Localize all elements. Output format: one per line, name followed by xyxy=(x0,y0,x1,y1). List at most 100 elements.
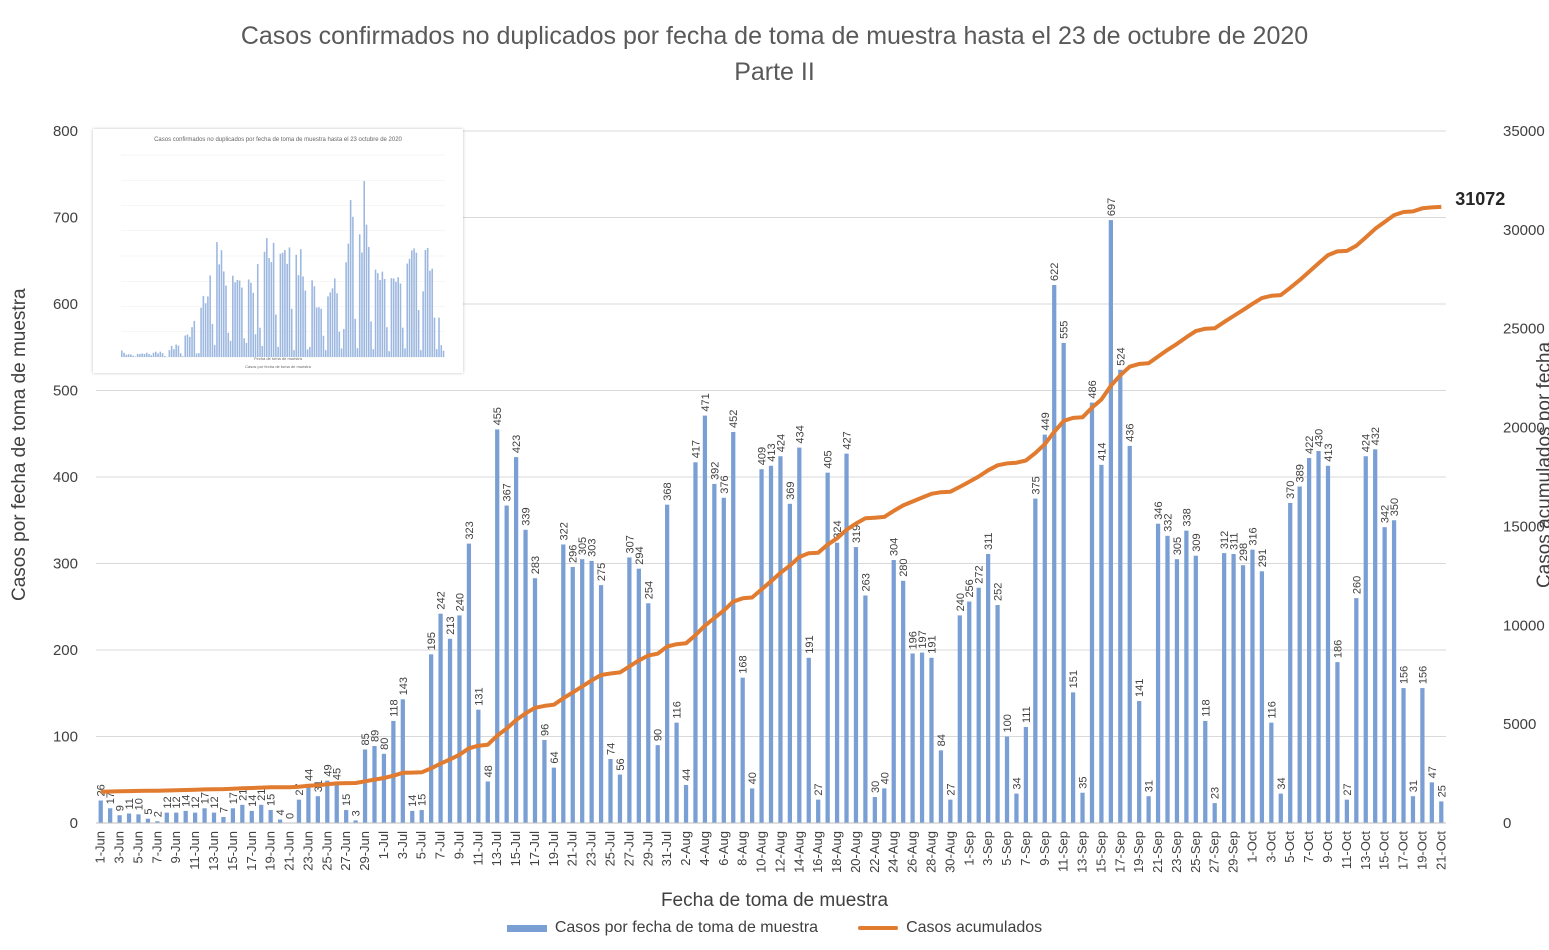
x-tick-label: 27-Sep xyxy=(1207,831,1222,873)
bar xyxy=(1099,464,1104,823)
bar-data-label: 305 xyxy=(577,537,589,555)
bar-data-label: 423 xyxy=(511,435,523,453)
bar xyxy=(665,504,670,823)
bar xyxy=(816,799,821,823)
x-tick-label: 10-Aug xyxy=(754,831,769,873)
x-tick-label: 13-Jul xyxy=(489,831,504,867)
bar xyxy=(381,753,387,823)
thumbnail-bar xyxy=(277,346,279,357)
x-tick-label: 9-Jul xyxy=(451,831,466,859)
bar-data-label: 27 xyxy=(813,783,825,795)
thumbnail-bar xyxy=(367,246,370,357)
x-tick-label: 9-Oct xyxy=(1320,831,1335,863)
bar-data-label: 9 xyxy=(115,805,127,811)
bar xyxy=(1250,549,1255,823)
thumbnail-bar xyxy=(186,334,189,357)
bar xyxy=(967,601,972,823)
bar xyxy=(1420,688,1425,823)
x-tick-label: 7-Jun xyxy=(149,831,164,864)
bar xyxy=(1155,523,1161,823)
bar xyxy=(1023,726,1029,823)
bar xyxy=(731,432,736,823)
bar xyxy=(1382,527,1387,823)
x-tick-label: 27-Jun xyxy=(338,831,353,871)
bar xyxy=(306,784,311,823)
bar xyxy=(693,462,698,823)
bar-data-label: 156 xyxy=(1399,666,1411,684)
bar xyxy=(976,587,981,823)
x-tick-label: 15-Jul xyxy=(508,831,523,867)
bar-data-label: 455 xyxy=(492,407,504,425)
thumbnail-bar xyxy=(426,247,429,357)
bar-data-label: 15 xyxy=(417,794,429,806)
bar-data-label: 422 xyxy=(1304,436,1316,454)
bar xyxy=(1325,465,1331,823)
embedded-thumbnail-chart: Casos confirmados no duplicados por fech… xyxy=(93,129,463,373)
bar xyxy=(957,615,962,823)
x-tick-label: 21-Jun xyxy=(282,831,297,871)
thumbnail-bar xyxy=(322,335,325,357)
x-tick-label: 8-Aug xyxy=(735,831,750,866)
bar xyxy=(1042,434,1047,823)
y2-tick-label: 35000 xyxy=(1503,123,1545,140)
thumbnail-bar xyxy=(349,199,352,357)
bar xyxy=(1306,457,1312,823)
bar xyxy=(1118,369,1123,823)
chart-subtitle: Parte II xyxy=(734,58,815,86)
x-tick-label: 3-Jun xyxy=(112,831,127,864)
thumbnail-bar xyxy=(177,345,180,357)
thumbnail-bar xyxy=(243,338,245,357)
bar xyxy=(740,677,745,823)
bar xyxy=(410,810,415,823)
bar-data-label: 14 xyxy=(181,795,193,807)
thumbnail-bar xyxy=(121,350,123,357)
bar xyxy=(986,553,991,823)
bar-data-label: 25 xyxy=(1436,785,1448,797)
bar xyxy=(768,465,774,823)
bar xyxy=(1033,498,1038,823)
y2-tick-label: 5000 xyxy=(1503,716,1536,733)
bar-data-label: 12 xyxy=(162,796,174,808)
bar xyxy=(1174,559,1180,823)
thumbnail-bar xyxy=(254,334,257,357)
thumbnail-bar xyxy=(195,353,198,357)
thumbnail-bar xyxy=(188,336,191,357)
bar xyxy=(1052,284,1057,824)
thumbnail-bar xyxy=(173,349,175,357)
bar-data-label: 260 xyxy=(1351,576,1363,594)
bar-data-label: 309 xyxy=(1191,533,1203,551)
bar xyxy=(1391,520,1397,823)
thumbnail-bar xyxy=(252,292,254,357)
bar xyxy=(1429,782,1434,823)
bar xyxy=(372,746,377,823)
thumbnail-bar xyxy=(333,278,336,357)
bar xyxy=(249,810,254,823)
bar xyxy=(1014,793,1019,823)
thumbnail-bar xyxy=(152,352,155,357)
bar-data-label: 96 xyxy=(539,724,551,736)
thumbnail-bar xyxy=(159,351,162,357)
bar xyxy=(551,767,556,823)
bar-data-label: 80 xyxy=(379,738,391,750)
bar xyxy=(938,750,944,823)
bar-data-label: 21 xyxy=(237,789,249,801)
bar-data-label: 17 xyxy=(105,792,117,804)
y-tick-label: 400 xyxy=(53,469,78,486)
bar xyxy=(296,799,302,823)
bar xyxy=(325,780,330,823)
thumbnail-bar xyxy=(232,275,234,357)
bar xyxy=(126,813,132,823)
bar xyxy=(778,456,783,823)
thumbnail-bar xyxy=(136,353,139,357)
bar-data-label: 141 xyxy=(1134,679,1146,697)
bar-data-label: 35 xyxy=(1078,776,1090,788)
x-tick-label: 11-Jun xyxy=(187,831,202,870)
bar-data-label: 118 xyxy=(1200,699,1212,717)
bar-data-label: 90 xyxy=(653,729,665,741)
x-tick-label: 21-Oct xyxy=(1433,831,1448,870)
thumbnail-bar xyxy=(386,327,388,357)
y-tick-label: 800 xyxy=(53,123,78,140)
bar xyxy=(1165,535,1170,823)
bar-data-label: 242 xyxy=(436,591,448,609)
bar-data-label: 254 xyxy=(643,581,655,599)
